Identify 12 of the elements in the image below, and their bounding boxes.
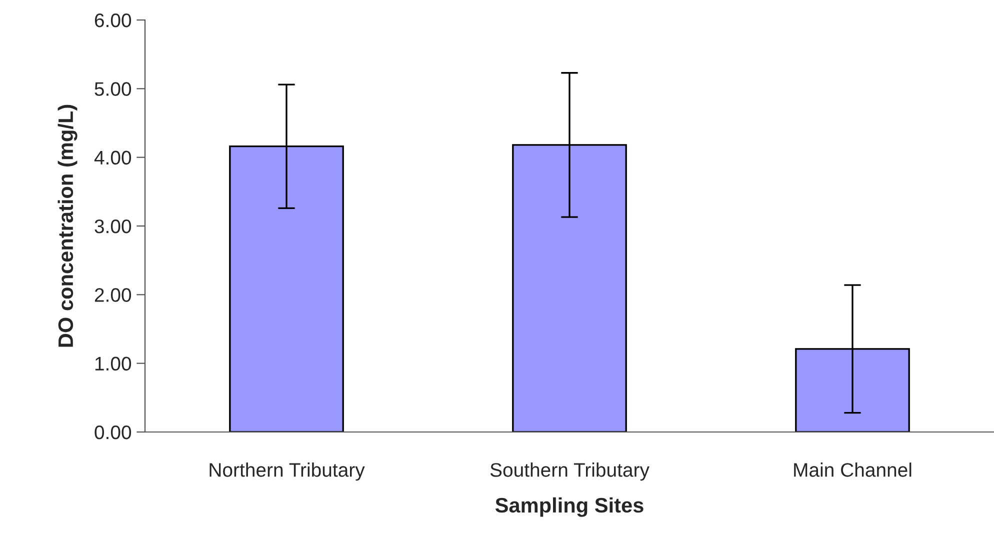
y-tick-label: 6.00 [94, 13, 132, 28]
y-tick-label: 0.00 [94, 425, 132, 440]
y-tick-label: 2.00 [94, 288, 132, 302]
y-tick-label: 3.00 [94, 219, 132, 234]
x-axis-title: Sampling Sites [495, 497, 644, 517]
y-tick-label: 1.00 [95, 356, 132, 371]
y-axis-title: DO concentration (mg/L) [58, 104, 78, 347]
x-tick-label: Northern Tributary [210, 462, 365, 481]
x-tick-label: Southern Tributary [490, 462, 650, 481]
x-tick-label: Main Channel [794, 462, 912, 477]
y-tick-label: 5.00 [94, 82, 132, 96]
y-tick-label: 4.00 [94, 150, 132, 165]
